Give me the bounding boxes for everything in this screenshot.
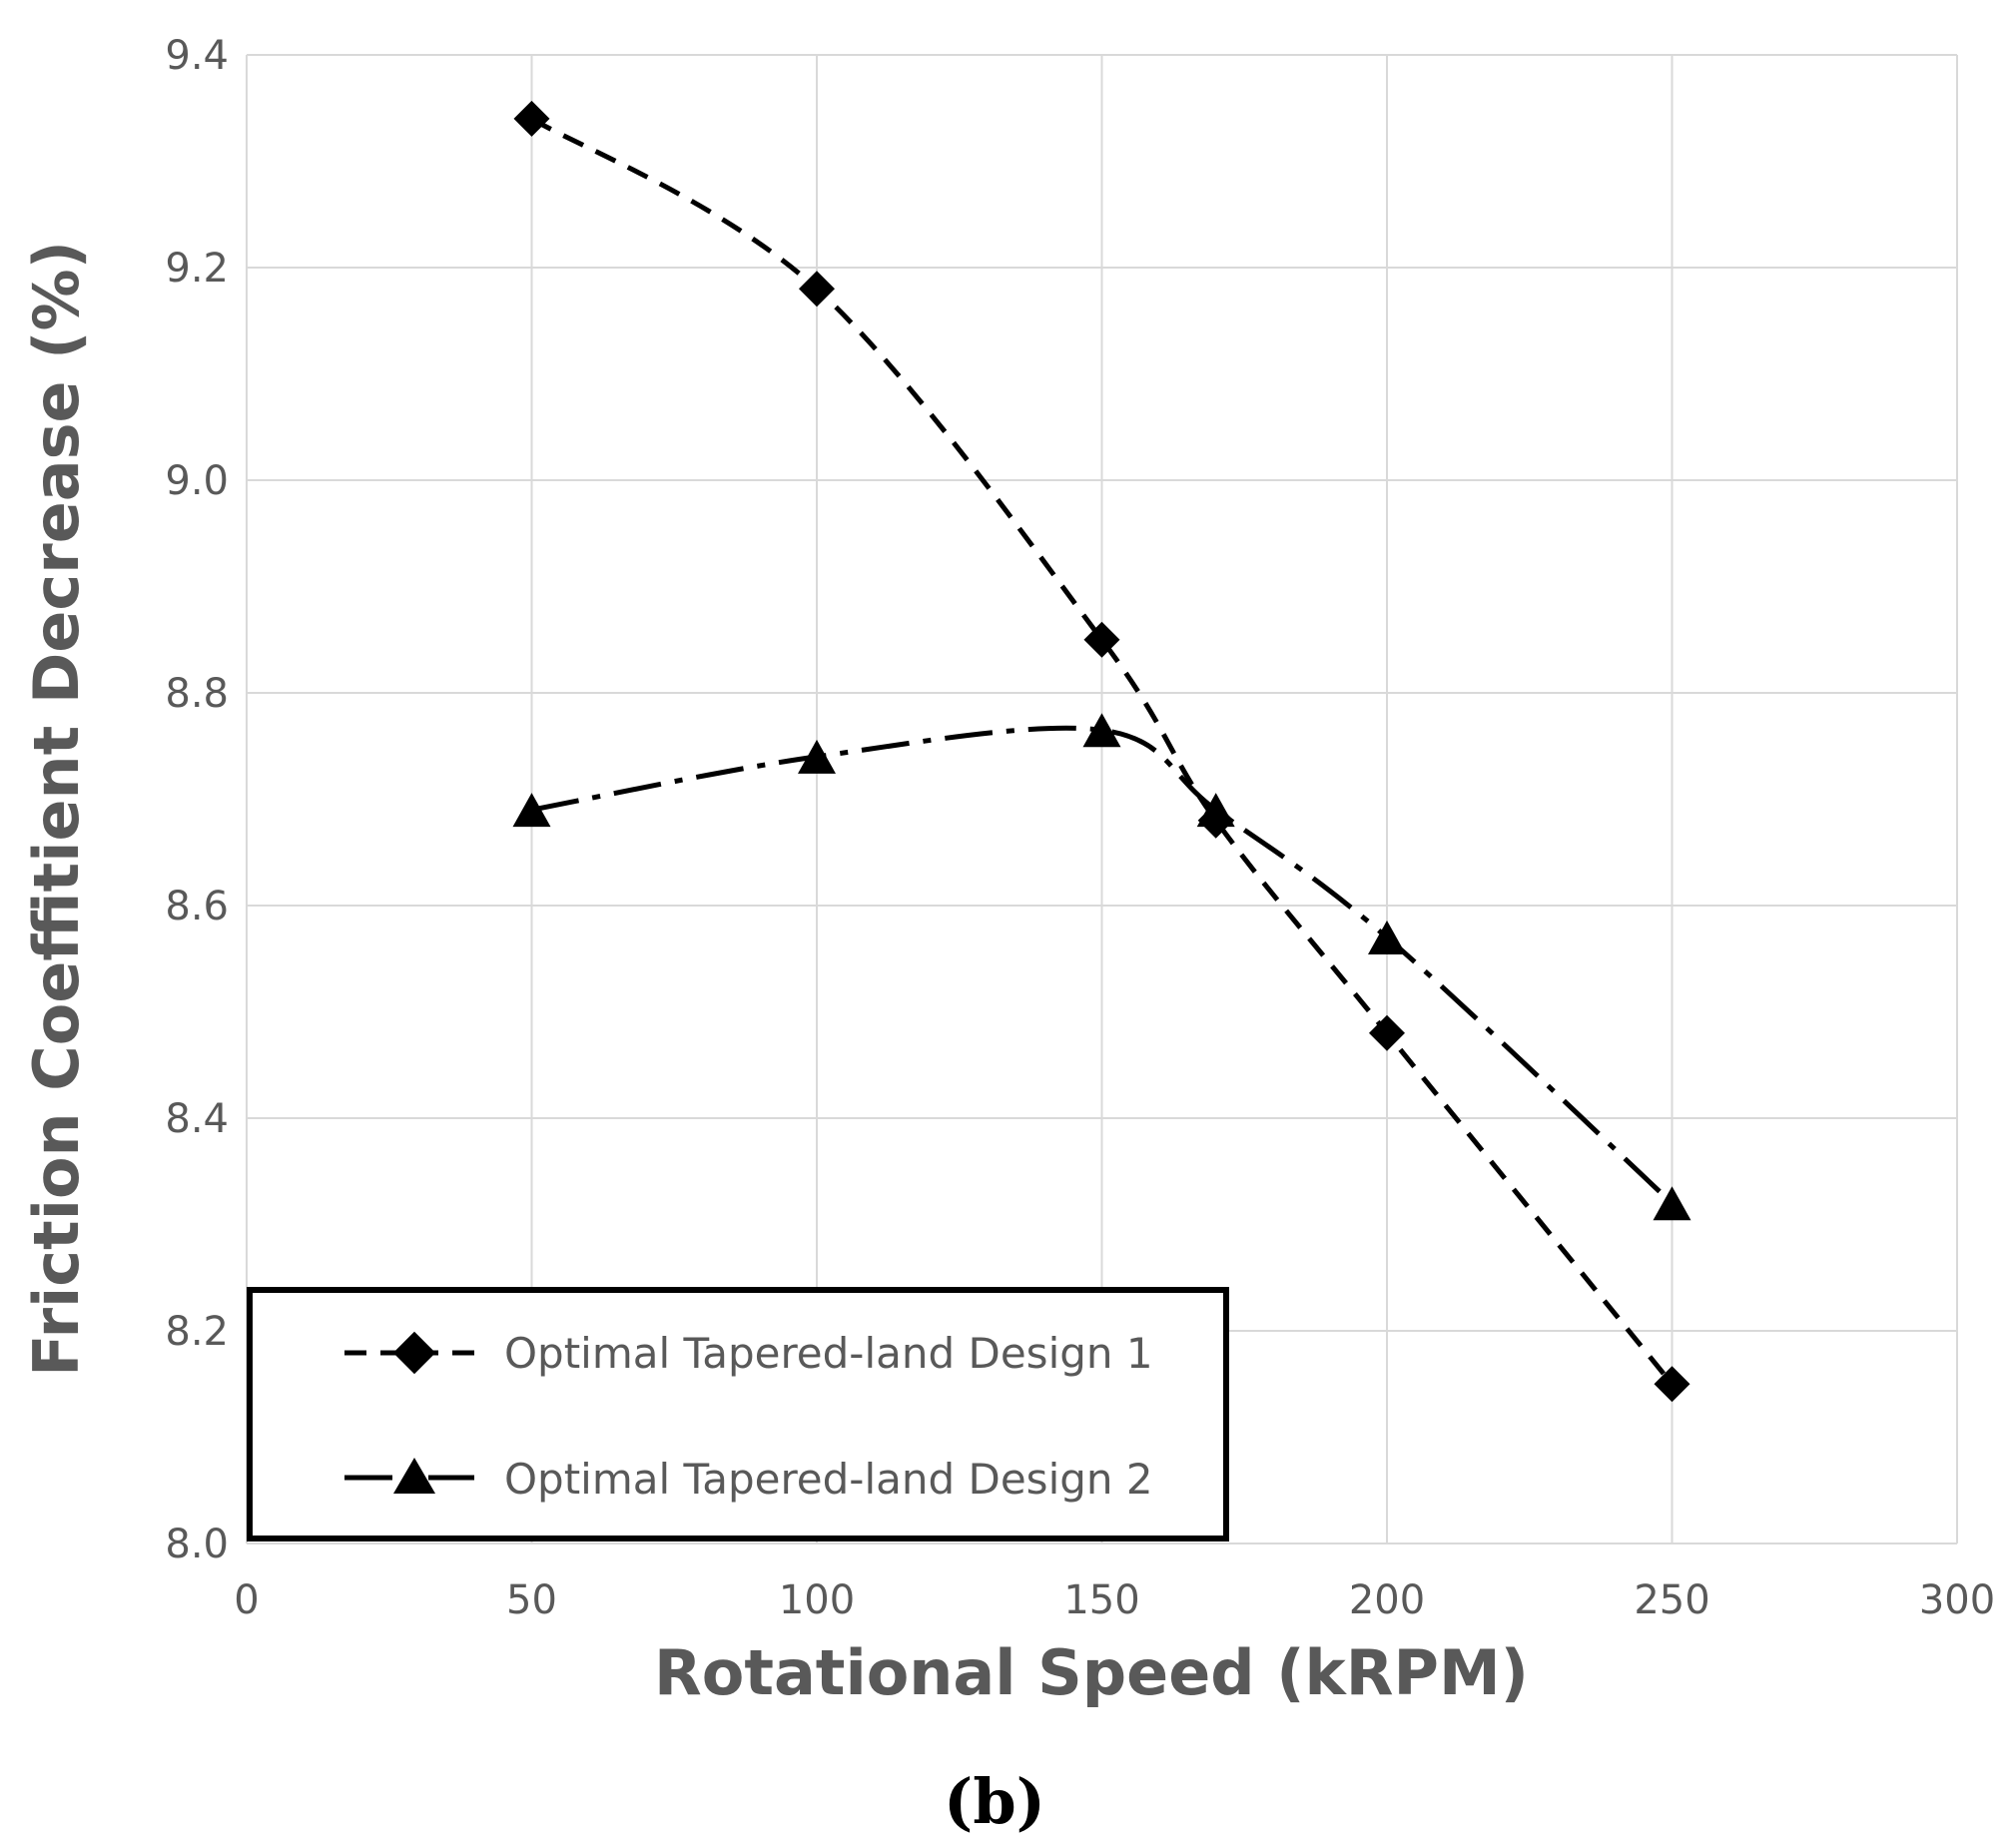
legend-marker-diamond [392, 1331, 436, 1375]
data-point-design-2 [1368, 920, 1406, 954]
y-tick-label: 8.2 [165, 1309, 229, 1355]
series-line-design-1 [530, 116, 1675, 1386]
x-tick-label: 100 [779, 1577, 855, 1623]
legend-marker-triangle [393, 1458, 435, 1494]
data-point-design-2 [798, 739, 836, 774]
data-point-design-1 [1654, 1366, 1690, 1403]
y-tick-label: 8.8 [165, 671, 229, 717]
legend-label-design-1: Optimal Tapered-land Design 1 [504, 1329, 1153, 1378]
y-tick-label: 9.0 [165, 458, 229, 504]
data-point-design-2 [1196, 793, 1235, 828]
series-line-design-2 [531, 725, 1675, 1206]
x-tick-label: 300 [1919, 1577, 1995, 1623]
data-point-design-1 [1083, 621, 1120, 658]
tick-labels: 8.0 8.2 8.4 8.6 8.8 9.0 9.2 9.4 0 50 100 150 200 250 3… [165, 33, 1995, 1623]
data-point-design-2 [1082, 713, 1121, 748]
plot-series [512, 100, 1691, 1403]
data-point-design-1 [799, 271, 835, 308]
x-tick-label: 150 [1063, 1577, 1139, 1623]
y-tick-label: 8.4 [165, 1096, 229, 1142]
y-tick-label: 9.4 [165, 33, 229, 79]
x-tick-label: 50 [506, 1577, 557, 1623]
data-point-design-2 [512, 793, 551, 828]
legend-label-design-2: Optimal Tapered-land Design 2 [504, 1455, 1153, 1504]
figure-caption: (b) [944, 1765, 1045, 1838]
y-tick-label: 8.6 [165, 884, 229, 929]
x-tick-label: 250 [1634, 1577, 1709, 1623]
y-tick-label: 9.2 [165, 246, 229, 292]
data-point-design-1 [513, 100, 550, 137]
x-tick-label: 200 [1349, 1577, 1425, 1623]
legend-box [247, 1287, 1229, 1541]
y-tick-label: 8.0 [165, 1522, 229, 1567]
y-axis-title: Friction Coeffitient Decrease (%) [20, 241, 93, 1377]
data-point-design-1 [1369, 1014, 1405, 1051]
x-axis-title: Rotational Speed (kRPM) [654, 1636, 1529, 1709]
data-point-design-2 [1653, 1186, 1691, 1221]
legend: Optimal Tapered-land Design 1 Optimal Ta… [247, 1287, 1229, 1541]
x-tick-label: 0 [234, 1577, 259, 1623]
